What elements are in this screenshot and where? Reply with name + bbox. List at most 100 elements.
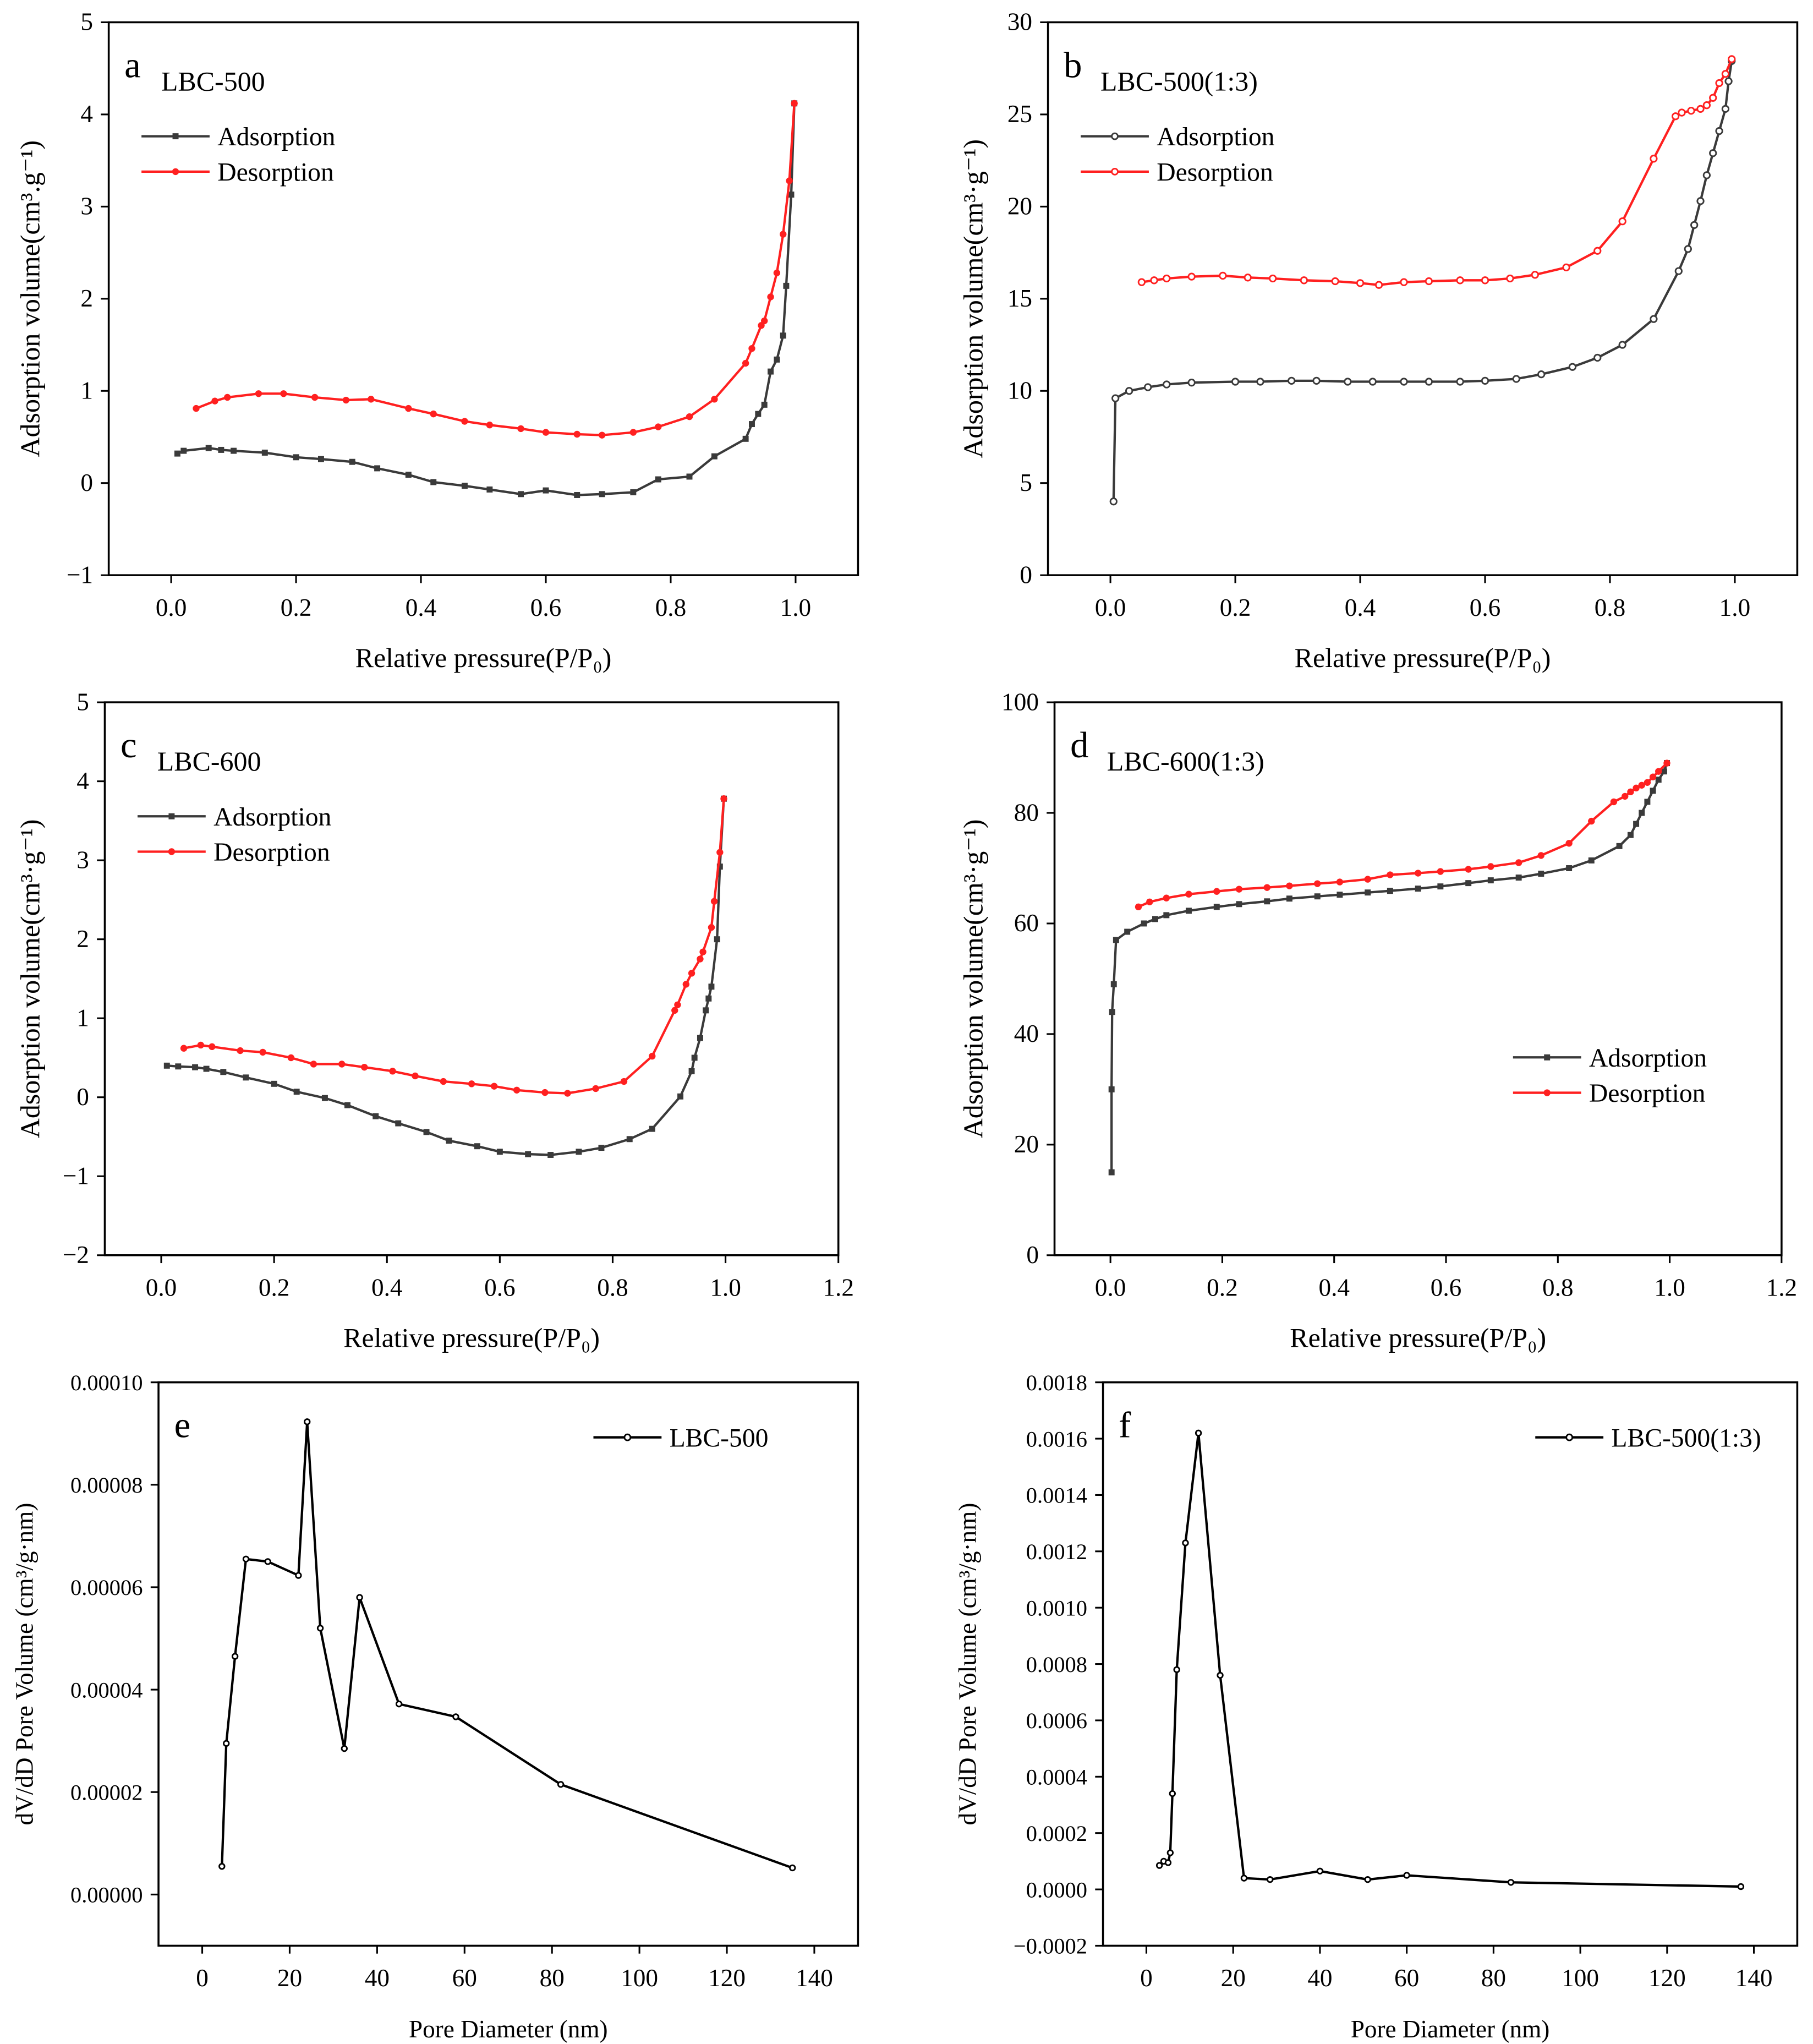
data-point: [373, 1113, 379, 1119]
data-point: [791, 100, 798, 107]
y-tick-label: −0.0002: [1014, 1934, 1087, 1959]
y-tick-label: 0: [76, 1083, 89, 1111]
legend-item: Desorption: [1081, 159, 1273, 187]
y-tick-label: 0.00002: [70, 1780, 143, 1805]
data-point: [180, 447, 187, 454]
data-point: [649, 1052, 656, 1060]
y-tick-label: 2: [80, 285, 93, 312]
panel-a: 0.0 0.2 0.4 0.6 0.8 1.0 −1 0 1 2 3 4 5 Relative press…: [14, 8, 859, 673]
x-tick-label: 1.2: [1766, 1274, 1798, 1302]
data-point: [1702, 101, 1711, 110]
data-point: [1108, 1086, 1115, 1092]
x-tick-label: 0.2: [259, 1274, 290, 1302]
data-point: [1671, 112, 1680, 121]
data-point: [699, 948, 706, 955]
data-point: [711, 396, 718, 403]
data-point: [218, 1862, 226, 1870]
data-point: [1263, 884, 1270, 891]
x-tick-label: 1.2: [823, 1274, 854, 1302]
legend-item: Desorption: [141, 159, 334, 187]
legend-item: Adsorption: [141, 123, 336, 151]
y-tick-label: 20: [1007, 193, 1032, 220]
y-tick-label: 3: [80, 193, 93, 220]
data-point: [1108, 1169, 1115, 1176]
data-point: [374, 465, 381, 472]
data-point: [255, 390, 262, 397]
data-point: [1690, 221, 1699, 229]
data-point: [1644, 799, 1651, 805]
y-tick-label: 2: [76, 925, 89, 953]
data-point: [749, 421, 755, 428]
x-tick-label: 1.0: [1719, 594, 1751, 621]
legend-label: LBC-500(1:3): [1611, 1424, 1761, 1452]
y-tick-label: 4: [76, 767, 89, 795]
data-point: [1368, 378, 1377, 386]
data-point: [541, 1089, 549, 1096]
data-point: [547, 1152, 554, 1158]
data-point: [1400, 278, 1408, 286]
y-tick-label: 25: [1007, 100, 1032, 128]
y-tick-label: 0.0010: [1026, 1595, 1087, 1620]
data-point: [783, 282, 790, 289]
data-point: [197, 1041, 205, 1049]
data-point: [338, 1061, 346, 1068]
data-point: [1633, 784, 1640, 792]
data-point: [1109, 498, 1118, 506]
y-tick-label: −2: [63, 1241, 89, 1269]
data-point: [786, 177, 793, 184]
x-tick-label: 0.4: [1345, 594, 1376, 621]
data-point: [1195, 1429, 1202, 1437]
data-point: [1650, 788, 1656, 794]
data-point: [1627, 788, 1634, 796]
data-point: [1537, 370, 1546, 379]
x-tick-label: 20: [277, 1964, 302, 1992]
data-point: [344, 1102, 350, 1108]
x-tick-label: 0: [196, 1964, 209, 1992]
panel-letter: b: [1064, 45, 1082, 85]
x-tick-label: 0.2: [1220, 594, 1251, 621]
data-point: [576, 1149, 582, 1155]
data-point: [1737, 1883, 1745, 1890]
data-point: [287, 1054, 295, 1062]
data-point: [1627, 832, 1634, 838]
data-point: [1374, 281, 1383, 289]
y-tick-label: −1: [63, 1162, 89, 1190]
panel-c: 0.0 0.2 0.4 0.6 0.8 1.0 1.2 −2 −1 0 1 2 3 4 5 Relative …: [14, 688, 854, 1353]
x-tick-label: 0.8: [1542, 1274, 1574, 1302]
y-tick-label: 15: [1007, 285, 1032, 312]
y-tick-label: 0.0000: [1026, 1877, 1087, 1902]
x-tick-label: 1.0: [710, 1274, 741, 1302]
x-tick-label: 40: [365, 1964, 390, 1992]
y-tick-label: 3: [76, 846, 89, 873]
data-point: [1187, 379, 1196, 387]
y-tick-label: 10: [1007, 377, 1032, 405]
data-point: [1622, 793, 1629, 800]
data-point: [1721, 70, 1730, 78]
data-point: [1365, 889, 1371, 896]
data-point: [1185, 890, 1192, 898]
plot-frame: [1102, 1381, 1799, 1947]
panel-d: 0.0 0.2 0.4 0.6 0.8 1.0 1.2 0 20 40 60 80 100 Relativ…: [958, 688, 1798, 1353]
data-point: [1593, 353, 1602, 362]
data-point: [525, 1151, 532, 1157]
data-point: [1639, 810, 1645, 816]
data-point: [1512, 375, 1520, 383]
data-point: [564, 1090, 571, 1097]
plot-frame: [107, 21, 859, 576]
data-point: [748, 345, 755, 352]
data-point: [655, 476, 661, 483]
data-point: [395, 1120, 402, 1127]
data-point: [1618, 217, 1626, 226]
data-point: [1715, 127, 1723, 135]
x-tick-label: 80: [540, 1964, 565, 1992]
data-point: [1507, 1879, 1515, 1886]
data-point: [1437, 868, 1444, 875]
x-tick-label: 0.6: [1470, 594, 1501, 621]
data-point: [271, 1080, 277, 1087]
data-point: [1314, 880, 1321, 887]
data-point: [710, 898, 718, 905]
data-point: [1415, 870, 1422, 877]
data-point: [1336, 878, 1344, 886]
data-point: [755, 411, 762, 417]
